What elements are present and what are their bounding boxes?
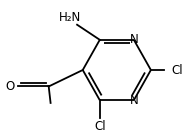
Text: N: N bbox=[129, 33, 138, 46]
Text: Cl: Cl bbox=[172, 64, 183, 76]
Text: Cl: Cl bbox=[94, 120, 106, 133]
Text: H₂N: H₂N bbox=[58, 11, 81, 24]
Text: N: N bbox=[129, 94, 138, 107]
Text: O: O bbox=[5, 80, 15, 93]
